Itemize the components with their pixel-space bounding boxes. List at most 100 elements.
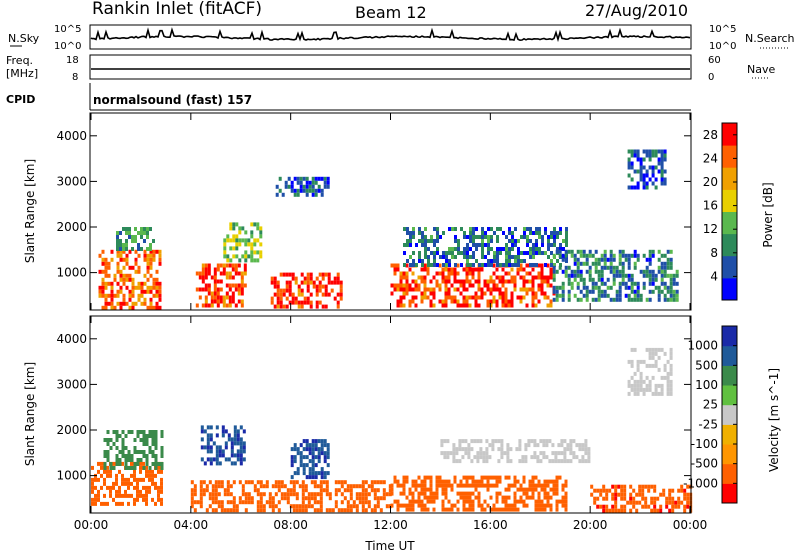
data-cell	[588, 249, 592, 254]
data-cell	[127, 450, 131, 454]
data-cell	[122, 277, 126, 282]
data-cell	[523, 231, 526, 235]
data-cell	[149, 243, 152, 247]
data-cell	[373, 508, 377, 513]
data-cell	[675, 289, 679, 294]
data-cell	[591, 289, 595, 294]
data-cell	[463, 235, 466, 239]
data-cell	[547, 235, 550, 239]
data-cell	[293, 455, 297, 460]
data-cell	[303, 276, 307, 281]
data-cell	[597, 285, 601, 290]
data-cell	[497, 439, 501, 444]
data-cell	[154, 485, 157, 490]
data-cell	[110, 297, 114, 302]
data-cell	[142, 477, 145, 482]
data-cell	[663, 261, 667, 266]
data-cell	[552, 289, 556, 294]
data-cell	[486, 475, 490, 480]
data-cell	[491, 443, 495, 448]
data-cell	[358, 484, 362, 489]
data-cell	[599, 504, 603, 509]
data-cell	[611, 492, 615, 497]
data-cell	[448, 227, 451, 231]
data-cell	[648, 277, 652, 282]
data-cell	[496, 259, 499, 263]
data-cell	[665, 500, 669, 505]
data-cell	[406, 227, 409, 231]
data-cell	[215, 457, 219, 462]
data-cell	[516, 499, 520, 504]
data-cell	[157, 465, 160, 470]
data-cell	[505, 247, 508, 251]
data-cell	[472, 235, 475, 239]
data-cell	[469, 227, 472, 231]
data-cell	[295, 480, 299, 485]
data-cell	[558, 475, 562, 480]
data-cell	[439, 255, 442, 259]
data-cell	[537, 299, 541, 304]
data-cell	[484, 263, 487, 267]
data-cell	[488, 455, 492, 460]
data-cell	[621, 261, 625, 266]
data-cell	[236, 449, 240, 454]
data-cell	[243, 283, 247, 288]
data-cell	[247, 254, 251, 259]
data-cell	[642, 165, 646, 170]
data-cell	[524, 459, 528, 464]
data-cell	[214, 480, 218, 485]
data-cell	[452, 459, 456, 464]
data-cell	[104, 301, 108, 306]
data-cell	[630, 149, 634, 154]
data-cell	[212, 457, 216, 462]
data-cell	[476, 455, 480, 460]
data-cell	[543, 279, 547, 284]
data-cell	[531, 303, 535, 308]
data-cell	[238, 258, 242, 263]
data-cell	[199, 492, 203, 497]
data-cell	[551, 459, 555, 464]
data-cell	[438, 483, 442, 488]
data-cell	[549, 271, 553, 276]
data-cell	[627, 383, 631, 388]
data-cell	[393, 271, 397, 276]
data-cell	[154, 430, 158, 434]
data-cell	[581, 455, 585, 460]
data-cell	[382, 496, 386, 501]
data-cell	[124, 481, 127, 486]
data-cell	[396, 483, 400, 488]
data-cell	[305, 184, 309, 189]
data-cell	[572, 455, 576, 460]
data-cell	[660, 165, 664, 170]
data-cell	[203, 461, 207, 466]
data-cell	[424, 247, 427, 251]
data-cell	[573, 261, 577, 266]
data-cell	[561, 257, 565, 262]
data-cell	[399, 287, 403, 292]
colorbar-frame	[721, 325, 738, 504]
data-cell	[441, 275, 445, 280]
data-cell	[143, 231, 146, 235]
data-cell	[564, 257, 568, 262]
data-cell	[429, 291, 433, 296]
data-cell	[421, 239, 424, 243]
data-cell	[293, 443, 297, 448]
data-cell	[311, 471, 315, 476]
data-cell	[547, 247, 550, 251]
data-cell	[314, 176, 318, 181]
data-cell	[564, 269, 568, 274]
data-cell	[621, 269, 625, 274]
data-cell	[472, 243, 475, 247]
data-cell	[636, 181, 640, 186]
data-cell	[115, 454, 119, 458]
data-cell	[509, 447, 513, 452]
data-cell	[367, 484, 371, 489]
data-cell	[287, 176, 291, 181]
data-cell	[432, 291, 436, 296]
data-cell	[642, 253, 646, 258]
data-cell	[663, 157, 667, 162]
data-cell	[140, 227, 143, 231]
data-cell	[423, 507, 427, 512]
data-cell	[605, 488, 609, 493]
data-cell	[519, 295, 523, 300]
